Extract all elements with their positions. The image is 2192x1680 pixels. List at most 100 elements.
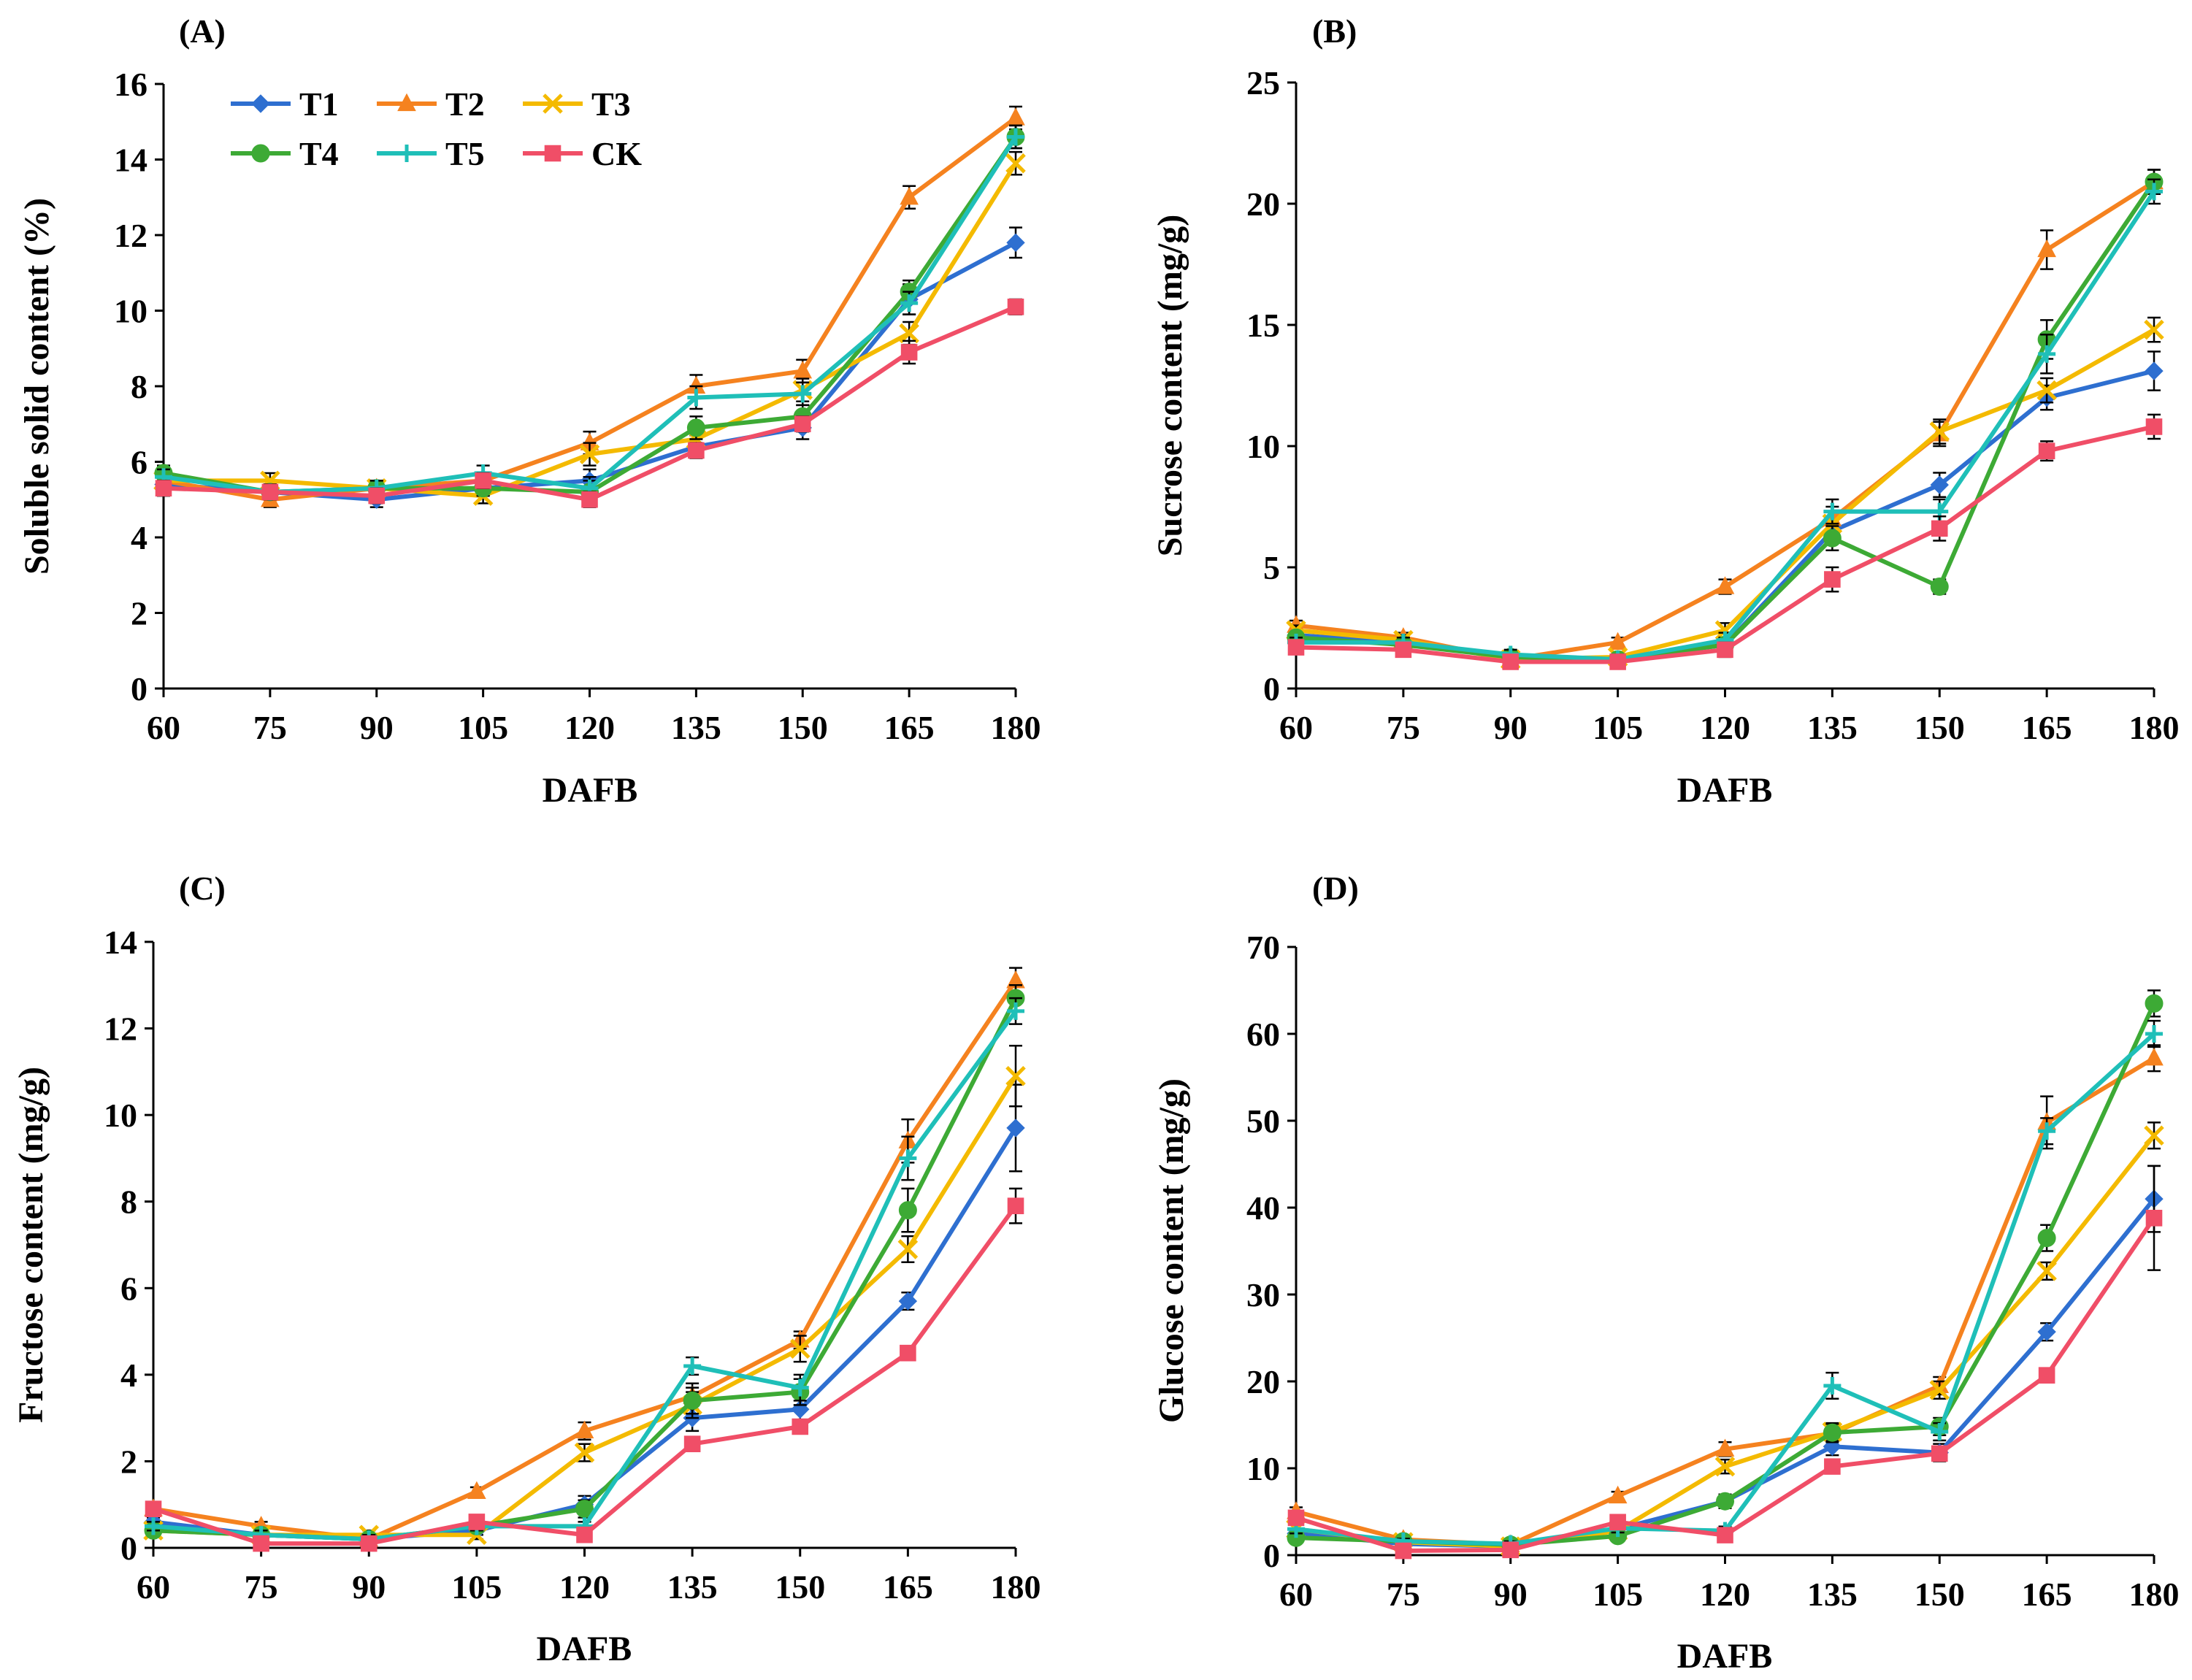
data-point-t3 <box>574 1442 595 1463</box>
y-tick-label: 0 <box>1263 1537 1280 1574</box>
y-tick-label: 6 <box>131 444 147 481</box>
data-point-ck <box>155 480 172 497</box>
y-tick-label: 0 <box>120 1530 137 1567</box>
series-line-t1 <box>153 1127 1018 1542</box>
series-line-t3 <box>1295 328 2155 662</box>
x-tick-label: 75 <box>253 709 287 746</box>
x-tick-label: 105 <box>1593 1576 1643 1613</box>
data-point-t5 <box>145 1517 162 1535</box>
y-tick-label: 4 <box>131 519 147 556</box>
data-point-t2 <box>1715 576 1735 594</box>
legend-label-t1: T1 <box>299 85 339 123</box>
data-point-t1 <box>898 1292 918 1311</box>
data-point-t3 <box>899 323 919 344</box>
data-point-t4 <box>575 1500 594 1519</box>
legend-marker-ck <box>544 145 562 162</box>
data-point-ck <box>1395 1542 1412 1560</box>
data-point-t1 <box>1930 475 1949 494</box>
y-tick-label: 25 <box>1246 64 1280 101</box>
data-point-ck <box>581 491 598 508</box>
y-tick-label: 16 <box>114 66 147 103</box>
x-tick-label: 60 <box>137 1568 170 1606</box>
data-point-t3 <box>897 1239 919 1259</box>
series-ck <box>145 1187 1024 1552</box>
x-tick-label: 135 <box>671 709 721 746</box>
legend-item-t1: T1 <box>231 85 339 123</box>
x-tick-label: 75 <box>1387 709 1420 746</box>
legend-item-t3: T3 <box>523 85 631 123</box>
x-tick-label: 120 <box>1700 709 1750 746</box>
legend-item-t2: T2 <box>377 85 485 123</box>
y-tick-label: 8 <box>131 368 147 405</box>
data-point-ck <box>145 1500 162 1517</box>
y-tick-label: 6 <box>120 1270 137 1307</box>
data-point-t4 <box>1823 529 1842 548</box>
data-point-t1 <box>2037 1322 2056 1341</box>
data-point-t2 <box>2145 1048 2164 1066</box>
data-point-ck <box>1287 639 1305 656</box>
x-tick-label: 180 <box>991 1568 1041 1606</box>
data-point-t3 <box>579 444 600 464</box>
series-line-t3 <box>153 1075 1018 1538</box>
y-tick-label: 50 <box>1246 1102 1280 1140</box>
data-point-ck <box>576 1526 593 1543</box>
series-t3 <box>153 150 1026 506</box>
y-axis-title: Fructose content (mg/g) <box>12 1067 50 1423</box>
data-point-t2 <box>1608 632 1628 651</box>
data-point-t4 <box>2037 1229 2056 1248</box>
data-point-t5 <box>1931 1423 1949 1441</box>
data-point-t4 <box>1823 1423 1842 1442</box>
x-tick-label: 120 <box>559 1568 610 1606</box>
y-tick-label: 2 <box>120 1443 137 1480</box>
legend-marker-t2 <box>397 93 416 112</box>
y-tick-label: 20 <box>1246 1363 1280 1400</box>
panel-a: (A) 0 2 4 6 8 10 12 14 16 60 75 90 105 120 135 150 165 18… <box>18 12 1041 810</box>
series-t4 <box>144 984 1025 1549</box>
data-point-ck <box>688 442 705 459</box>
data-point-t5 <box>1007 1002 1024 1020</box>
legend: T1 T2 T3 T4 T5 <box>231 85 642 172</box>
y-axis-title: Sucrose content (mg/g) <box>1151 215 1189 556</box>
x-tick-label: 90 <box>360 709 394 746</box>
legend-marker-t3 <box>543 93 563 114</box>
legend-marker-t4 <box>251 144 270 163</box>
data-point-ck <box>1824 571 1841 588</box>
y-tick-label: 30 <box>1246 1276 1280 1313</box>
panel-label: (A) <box>179 12 226 50</box>
x-tick-label: 135 <box>667 1568 718 1606</box>
data-point-t3 <box>1005 153 1026 174</box>
x-tick-label: 60 <box>1279 709 1313 746</box>
x-tick-label: 75 <box>1387 1576 1420 1613</box>
data-point-t2 <box>900 186 919 205</box>
data-point-ck <box>1609 1514 1626 1531</box>
data-point-t5 <box>2145 183 2163 201</box>
x-tick-label: 165 <box>883 1568 933 1606</box>
y-tick-label: 70 <box>1246 929 1280 966</box>
y-tick-label: 5 <box>1263 549 1280 586</box>
data-point-t4 <box>1930 578 1949 597</box>
x-tick-label: 120 <box>1700 1576 1750 1613</box>
data-point-ck <box>1395 641 1412 659</box>
series-ck <box>155 298 1024 508</box>
x-axis-title: DAFB <box>1677 1637 1773 1676</box>
series-ck <box>1287 413 2163 670</box>
data-point-ck <box>475 472 491 489</box>
data-point-t4 <box>1715 1492 1735 1511</box>
axis-ticks: 0 2 4 6 8 10 12 14 60 75 90 105 120 135 150 165 180 <box>104 924 1041 1606</box>
data-point-t4 <box>686 418 705 437</box>
x-tick-label: 60 <box>147 709 180 746</box>
data-point-t5 <box>2145 1025 2163 1043</box>
data-point-ck <box>1824 1458 1841 1475</box>
panel-label: (D) <box>1312 870 1359 907</box>
data-point-t4 <box>898 1201 917 1220</box>
series-t2 <box>1287 169 2164 667</box>
data-point-ck <box>2145 418 2163 435</box>
x-tick-label: 90 <box>352 1568 386 1606</box>
x-tick-label: 60 <box>1279 1576 1313 1613</box>
legend-label-t3: T3 <box>591 85 631 123</box>
data-point-ck <box>261 483 279 501</box>
legend-marker-t1 <box>251 94 270 113</box>
x-tick-label: 135 <box>1807 1576 1858 1613</box>
y-tick-label: 8 <box>120 1184 137 1221</box>
